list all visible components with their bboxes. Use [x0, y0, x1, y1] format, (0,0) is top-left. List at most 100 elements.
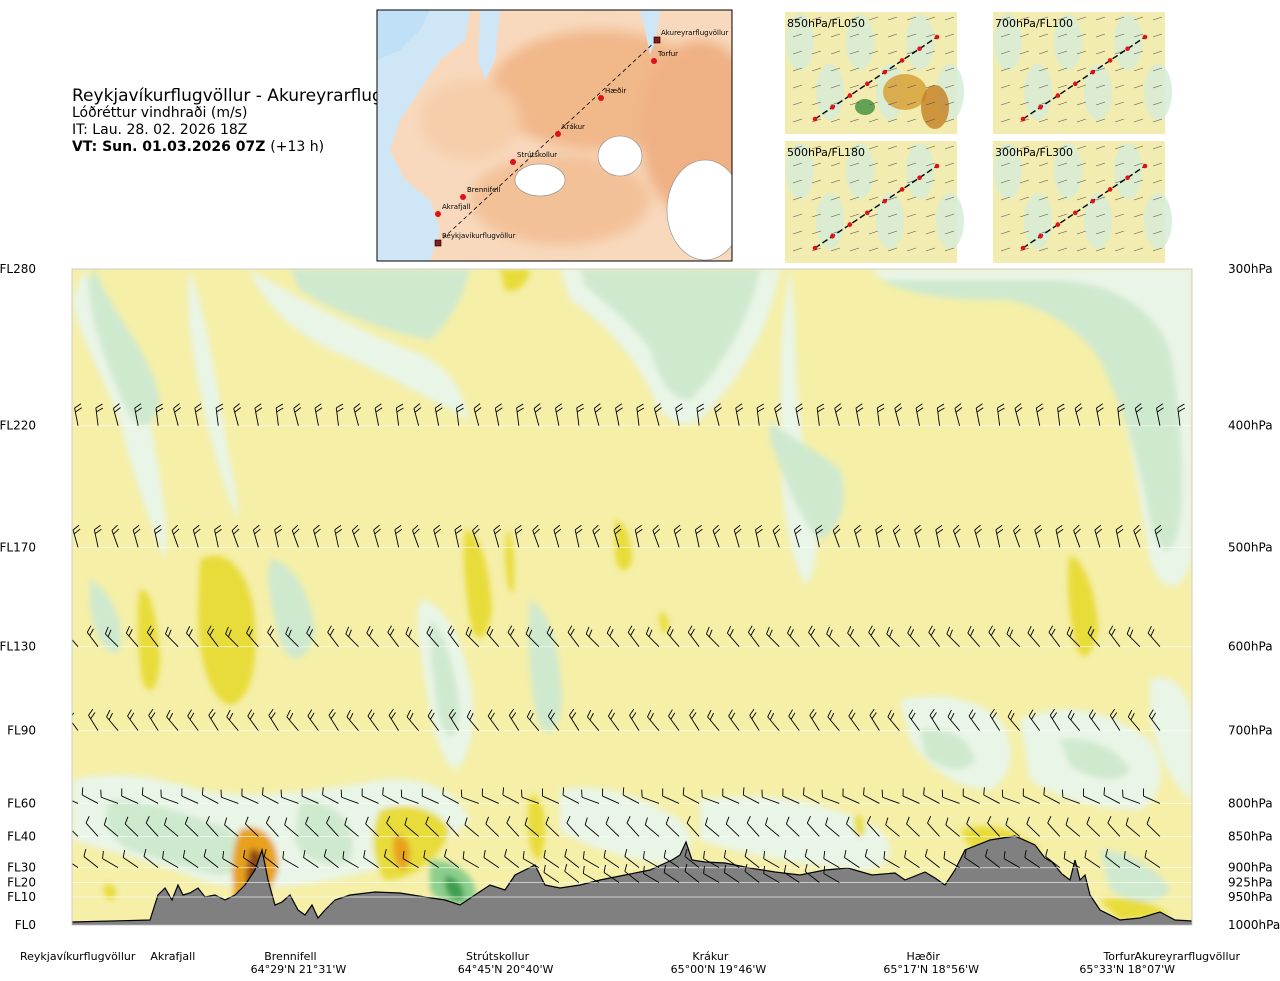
wind-barb	[624, 863, 640, 883]
wind-barb	[908, 709, 920, 731]
wind-barb	[1087, 626, 1101, 647]
pressure-level-label: 500hPa	[1228, 540, 1273, 554]
wind-barb	[306, 626, 319, 647]
wind-barb	[907, 626, 920, 647]
wind-barb	[182, 849, 199, 868]
wind-barb	[746, 815, 760, 837]
wind-barb	[1103, 787, 1121, 804]
wind-barb	[855, 403, 864, 426]
wind-barb	[103, 817, 119, 837]
wind-barb	[72, 823, 79, 837]
wind-barb	[643, 865, 660, 883]
map-point-marker	[651, 58, 657, 64]
wind-barb	[854, 524, 862, 548]
wind-barb	[1034, 524, 1043, 548]
wind-barb	[825, 817, 840, 837]
wind-barb	[1026, 816, 1041, 837]
wind-barb	[40, 851, 62, 868]
wind-barb	[366, 626, 379, 647]
wind-barb	[763, 865, 780, 883]
wind-barb	[485, 816, 500, 837]
wind-barb	[307, 709, 319, 731]
wind-barb	[163, 817, 179, 837]
wind-barb	[823, 850, 840, 868]
wind-barb	[504, 849, 520, 868]
wind-barb	[155, 403, 164, 426]
wind-barb	[305, 816, 319, 837]
map-label-brennifell: Brennifell	[467, 186, 500, 194]
wind-barb	[928, 625, 940, 647]
wind-barb	[521, 789, 539, 804]
wind-barb	[483, 849, 500, 868]
wind-barb	[148, 708, 159, 731]
wind-barb	[388, 708, 399, 731]
wind-barb	[454, 524, 463, 548]
wind-barb	[582, 850, 600, 868]
wind-barb	[124, 816, 139, 837]
wind-barb	[787, 626, 800, 647]
wind-barb	[282, 850, 299, 868]
wind-barb	[1057, 403, 1065, 426]
wind-barb	[726, 626, 740, 647]
wind-barb	[165, 626, 179, 647]
wind-barb	[629, 708, 640, 731]
wind-barb	[848, 709, 860, 731]
wind-barb	[875, 524, 884, 548]
map-label-stru-tskollur: Strútskollur	[517, 151, 557, 159]
pressure-level-label: 400hPa	[1228, 419, 1273, 433]
wind-barb	[53, 247, 65, 269]
wind-barb	[466, 709, 480, 731]
wind-barb	[1094, 524, 1103, 548]
wind-barb	[280, 789, 299, 804]
wind-barb	[555, 403, 563, 426]
wind-barb	[373, 524, 381, 548]
wind-barb	[701, 789, 720, 804]
wind-barb	[351, 524, 360, 548]
station-label-stru-tskollur: Strútskollur	[466, 950, 530, 963]
level-panel: 500hPa/FL180	[785, 141, 964, 263]
wind-barb	[804, 863, 820, 883]
wind-barb	[847, 626, 860, 647]
wind-barb	[622, 787, 640, 804]
level-panel: 850hPa/FL050	[785, 12, 964, 134]
pressure-level-label: 850hPa	[1228, 829, 1273, 843]
pressure-level-label: 950hPa	[1228, 890, 1273, 904]
wind-barb	[647, 709, 660, 731]
wind-barb	[722, 788, 740, 804]
pressure-level-panels: 850hPa/FL050 700hPa/FL100 500hPa/FL180 300h…	[785, 12, 1172, 263]
wind-barb	[744, 849, 760, 868]
wind-barb	[663, 849, 680, 868]
wind-barb	[1177, 403, 1186, 426]
wind-barb	[682, 787, 700, 804]
wind-barb	[904, 849, 920, 868]
wind-barb	[876, 403, 885, 426]
wind-barb	[314, 269, 319, 270]
wind-barb	[706, 626, 720, 647]
pressure-level-label: 700hPa	[1228, 724, 1273, 738]
wind-barb	[1105, 849, 1121, 868]
wind-barb	[102, 850, 119, 868]
wind-barb	[72, 712, 79, 731]
wind-barb	[322, 787, 339, 804]
wind-barb	[665, 816, 680, 837]
station-coord-torfur: 65°33'N 18°07'W	[1079, 963, 1175, 976]
wind-barb	[968, 709, 980, 731]
wind-barb	[906, 816, 920, 837]
wind-barb	[756, 269, 760, 270]
wind-barb	[1156, 403, 1164, 426]
wind-barb	[166, 709, 179, 731]
wind-barb	[456, 403, 464, 426]
wind-barb	[842, 788, 860, 804]
wind-barb	[386, 815, 399, 837]
wind-barb	[247, 709, 259, 731]
wind-barb	[162, 850, 179, 868]
wind-barb	[51, 525, 65, 547]
wind-barb	[502, 787, 520, 804]
wind-barb	[627, 625, 640, 647]
wind-barb	[395, 403, 404, 426]
wind-barb	[694, 524, 703, 548]
wind-barb	[902, 788, 920, 804]
wind-barb	[1045, 849, 1061, 868]
wind-barb	[215, 269, 219, 270]
map-label-kra-kur: Krákur	[562, 123, 585, 131]
